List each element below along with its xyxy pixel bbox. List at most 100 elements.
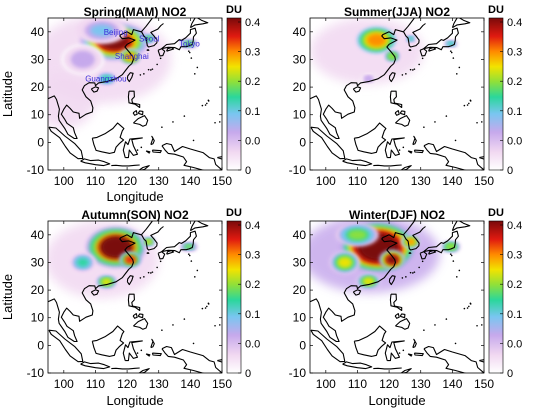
island-dot xyxy=(161,126,163,128)
x-tick-label: 110 xyxy=(348,174,367,188)
city-label: Beijing xyxy=(104,28,128,37)
x-tick-label: 120 xyxy=(117,377,137,391)
coastline-segment xyxy=(141,226,164,251)
colorbar-tick-label: 0.1 xyxy=(507,309,522,321)
coastline-segment xyxy=(451,18,471,29)
no2-hotspot xyxy=(366,33,386,47)
coastline-segment xyxy=(157,251,166,260)
colorbar-tick-label: 0.2 xyxy=(507,76,522,88)
island-dot xyxy=(468,305,470,308)
panel-title: Summer(JJA) NO2 xyxy=(344,5,450,19)
island-dot xyxy=(201,307,204,310)
island-dot xyxy=(193,276,196,278)
colorbar-tick-label: 0.1 xyxy=(245,309,260,321)
x-tick-label: 140 xyxy=(442,174,462,188)
island-dot xyxy=(143,276,145,278)
island-dot xyxy=(398,352,401,354)
coastline xyxy=(310,18,484,170)
island-dot xyxy=(409,271,412,274)
x-axis-label: Longitude xyxy=(368,393,425,408)
x-tick-label: 130 xyxy=(149,174,169,188)
coastline-segment xyxy=(352,289,362,296)
island-dot xyxy=(413,271,416,273)
island-dot xyxy=(190,57,193,59)
colorbar-tick-label: 0.0 xyxy=(507,135,522,147)
x-tick-label: 120 xyxy=(379,174,399,188)
coastline-segment xyxy=(133,318,149,330)
colorbar-tick-label: 0 xyxy=(507,368,513,380)
coastline-segment xyxy=(137,313,144,319)
city-label: Guangzhou xyxy=(85,75,126,84)
island-dot xyxy=(509,325,511,327)
island-dot xyxy=(468,102,470,105)
island-dot xyxy=(159,57,162,60)
island-dot xyxy=(183,318,186,320)
panel-title: Autumn(SON) NO2 xyxy=(81,208,189,222)
island-dot xyxy=(405,73,407,75)
no2-hotspot xyxy=(145,239,152,244)
coastline-segment xyxy=(146,49,150,51)
coastline-segment xyxy=(161,27,197,51)
x-tick-label: 100 xyxy=(316,377,336,391)
coastline-segment xyxy=(395,318,411,330)
y-tick-label: 30 xyxy=(293,52,307,66)
y-tick-label: -10 xyxy=(27,163,45,177)
x-tick-label: 110 xyxy=(348,377,367,391)
y-tick-label: -10 xyxy=(289,366,307,380)
coastline-segment xyxy=(423,230,459,254)
colorbar-unit: DU xyxy=(226,4,242,16)
coastline-segment xyxy=(166,250,175,255)
y-tick-label: 20 xyxy=(293,80,307,94)
island-dot xyxy=(147,68,150,71)
island-dot xyxy=(454,139,457,142)
no2-hotspot xyxy=(347,229,367,240)
x-tick-label: 130 xyxy=(149,377,169,391)
island-dot xyxy=(445,318,448,320)
y-tick-label: 20 xyxy=(293,283,307,297)
island-dot xyxy=(218,324,221,326)
island-dot xyxy=(413,68,416,70)
island-dot xyxy=(159,260,162,263)
colorbar-tick-label: 0.4 xyxy=(245,220,260,232)
no2-hotspot xyxy=(365,76,372,81)
island-dot xyxy=(463,307,466,310)
x-ticks: 100 110 120 130 140 150 xyxy=(316,221,494,391)
coastline-segment xyxy=(399,110,406,116)
coastline-segment xyxy=(352,86,362,93)
coastline-segment xyxy=(384,137,405,159)
coastline-segment xyxy=(399,313,406,319)
y-tick-label: 10 xyxy=(293,108,307,122)
y-tick-label: 30 xyxy=(31,255,45,269)
island-dot xyxy=(172,324,174,326)
x-tick-label: 110 xyxy=(86,174,105,188)
x-tick-label: 150 xyxy=(212,174,232,188)
colorbar-tick-label: 0.0 xyxy=(507,338,522,350)
island-dot xyxy=(247,122,249,124)
island-dot xyxy=(190,260,193,262)
island-dot xyxy=(139,277,142,279)
x-tick-label: 100 xyxy=(54,377,74,391)
island-dot xyxy=(458,66,461,69)
coastline-segment xyxy=(419,48,428,57)
coastline-segment xyxy=(157,48,166,57)
colorbar-tick-label: 0 xyxy=(507,165,513,177)
island-dot xyxy=(150,69,152,71)
y-axis-label: Latitude xyxy=(0,274,15,320)
island-dot xyxy=(455,73,458,75)
island-dot xyxy=(452,260,455,262)
coastline-segment xyxy=(145,353,151,357)
island-dot xyxy=(418,63,420,66)
island-dot xyxy=(405,276,407,278)
coastline-segment xyxy=(133,115,149,127)
coastline-segment xyxy=(189,221,209,232)
y-tick-label: 30 xyxy=(31,52,45,66)
coastline-segment xyxy=(403,226,426,251)
island-dot xyxy=(207,100,210,102)
coastline-segment xyxy=(479,156,484,160)
x-tick-label: 150 xyxy=(474,377,494,391)
coastline-segment xyxy=(217,359,222,363)
no2-hotspot xyxy=(145,36,152,41)
colorbar-tick-label: 0 xyxy=(245,165,251,177)
island-dot xyxy=(188,51,191,54)
